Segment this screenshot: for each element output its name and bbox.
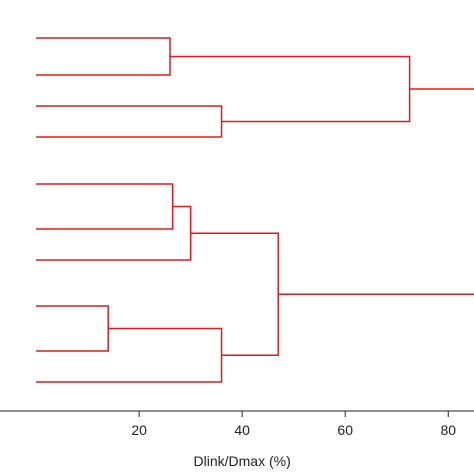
dendrogram-link-m6 bbox=[36, 305, 109, 352]
dendrogram-link-m4 bbox=[36, 183, 174, 230]
x-axis-ticks: 20 40 60 80 bbox=[131, 411, 456, 438]
dendrogram-link-m2 bbox=[36, 105, 223, 138]
x-axis-title: Dlink/Dmax (%) bbox=[194, 453, 291, 469]
dendrogram-link-m9 bbox=[278, 88, 474, 295]
x-tick-label: 80 bbox=[440, 422, 456, 438]
dendrogram-link-m7 bbox=[36, 327, 223, 383]
x-tick-label: 20 bbox=[131, 422, 147, 438]
x-tick-label: 40 bbox=[234, 422, 250, 438]
dendrogram-link-m8 bbox=[190, 232, 279, 356]
dendrogram-link-m1 bbox=[36, 37, 171, 76]
dendrogram-links bbox=[36, 37, 474, 383]
x-tick-label: 60 bbox=[337, 422, 353, 438]
dendrogram-link-m3 bbox=[170, 55, 411, 123]
dendrogram-link-m5 bbox=[36, 205, 192, 261]
